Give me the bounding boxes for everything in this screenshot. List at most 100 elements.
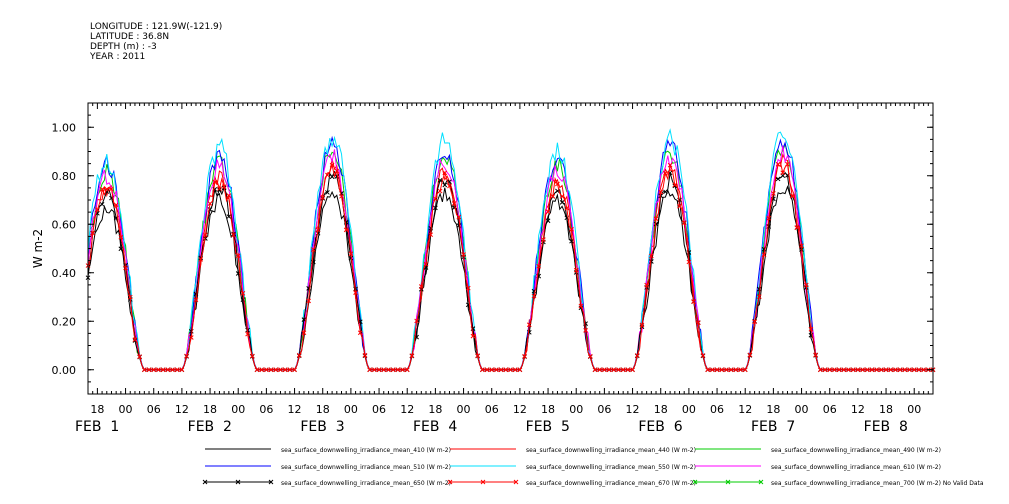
series-point <box>433 196 438 202</box>
legend-marker <box>235 479 241 485</box>
series-point <box>850 367 856 373</box>
series-point <box>451 201 457 206</box>
y-tick-label: 0.00 <box>52 364 77 377</box>
latitude-label: LATITUDE : 36.8N <box>90 32 170 42</box>
legend-label: sea_surface_downwelling_irradiance_mean_… <box>771 464 941 471</box>
series-point <box>95 207 100 212</box>
series-point <box>841 367 847 373</box>
series-point <box>184 353 189 359</box>
series-point <box>315 230 321 236</box>
series-point <box>855 367 861 373</box>
legend-label: sea_surface_downwelling_irradiance_mean_… <box>526 480 696 487</box>
series-point <box>170 367 175 373</box>
series-point <box>376 367 382 373</box>
series-point <box>287 367 293 373</box>
x-tick-label: 12 <box>513 403 527 416</box>
series-point <box>428 232 434 238</box>
series-point <box>212 179 218 185</box>
series-point <box>418 284 424 289</box>
x-tick-label: 06 <box>259 403 273 416</box>
series-point <box>583 328 588 333</box>
y-tick-label: 0.60 <box>52 218 77 231</box>
x-tick-label: 12 <box>288 403 302 416</box>
series-point <box>832 367 837 373</box>
series-point <box>775 176 781 182</box>
series-point <box>921 367 926 373</box>
series-point <box>639 322 645 328</box>
series-point <box>118 246 124 252</box>
series-point <box>836 367 842 373</box>
x-tick-label: 06 <box>485 403 499 416</box>
series-point <box>503 367 509 373</box>
series-point <box>630 367 635 373</box>
series-point <box>879 367 884 373</box>
series-point <box>315 227 321 233</box>
x-tick-label: 12 <box>738 403 752 416</box>
series-point <box>235 253 241 259</box>
series-point <box>386 367 391 373</box>
series-point <box>442 170 448 176</box>
y-axis-label: W m-2 <box>31 229 45 268</box>
series-point <box>691 299 696 304</box>
series-point <box>644 282 649 288</box>
series-point <box>569 226 574 232</box>
x-day-label: FEB 1 <box>75 419 119 435</box>
metadata-block: LONGITUDE : 121.9W(-121.9) LATITUDE : 36… <box>90 22 222 62</box>
legend-label: sea_surface_downwelling_irradiance_mean_… <box>526 464 696 471</box>
series-point <box>249 353 255 359</box>
series-point <box>916 367 922 373</box>
legend-marker <box>513 479 519 485</box>
series-point <box>174 367 180 373</box>
series-point <box>470 333 476 339</box>
x-tick-label: 06 <box>823 403 837 416</box>
series-point <box>738 367 743 373</box>
series-point <box>606 367 612 373</box>
series-point <box>700 353 706 358</box>
legend-marker <box>480 479 486 485</box>
series-point <box>799 243 804 249</box>
x-tick-label: 18 <box>316 403 330 416</box>
series-point <box>113 202 119 208</box>
series-point <box>160 367 166 373</box>
series-point <box>188 335 194 340</box>
series-point <box>663 189 668 195</box>
series-point <box>362 352 368 358</box>
series-point <box>597 367 603 373</box>
x-tick-label: 00 <box>119 403 133 416</box>
x-tick-label: 00 <box>682 403 696 416</box>
x-tick-label: 18 <box>203 403 217 416</box>
x-day-label: FEB 8 <box>864 419 908 435</box>
series-point <box>756 294 762 299</box>
series-point <box>165 367 171 373</box>
x-tick-label: 18 <box>90 403 104 416</box>
series-point <box>179 367 185 373</box>
series-point <box>789 193 795 199</box>
series-point <box>254 367 260 373</box>
series-point <box>672 182 678 188</box>
legend-label: sea_surface_downwelling_irradiance_mean_… <box>771 447 941 454</box>
series-point <box>611 367 617 373</box>
series-point <box>536 263 542 269</box>
series-point <box>278 367 283 373</box>
series-point <box>541 237 546 242</box>
series-point <box>897 367 903 373</box>
series-point <box>766 215 772 221</box>
series-point <box>325 172 330 178</box>
series-point <box>409 353 415 358</box>
series-point <box>747 352 753 358</box>
series-point <box>724 367 729 373</box>
series-point <box>390 367 396 373</box>
series-point <box>381 367 387 373</box>
y-tick-label: 1.00 <box>52 121 77 134</box>
series-point <box>151 367 157 373</box>
series-point <box>109 186 114 192</box>
series-point <box>620 367 626 373</box>
plot-frame <box>87 102 934 395</box>
series-point <box>489 367 495 373</box>
series-point <box>658 189 664 195</box>
series-point <box>104 186 110 192</box>
series-point <box>860 367 865 373</box>
series-point <box>329 162 335 168</box>
legend-marker <box>268 479 274 485</box>
series-point <box>343 227 349 233</box>
